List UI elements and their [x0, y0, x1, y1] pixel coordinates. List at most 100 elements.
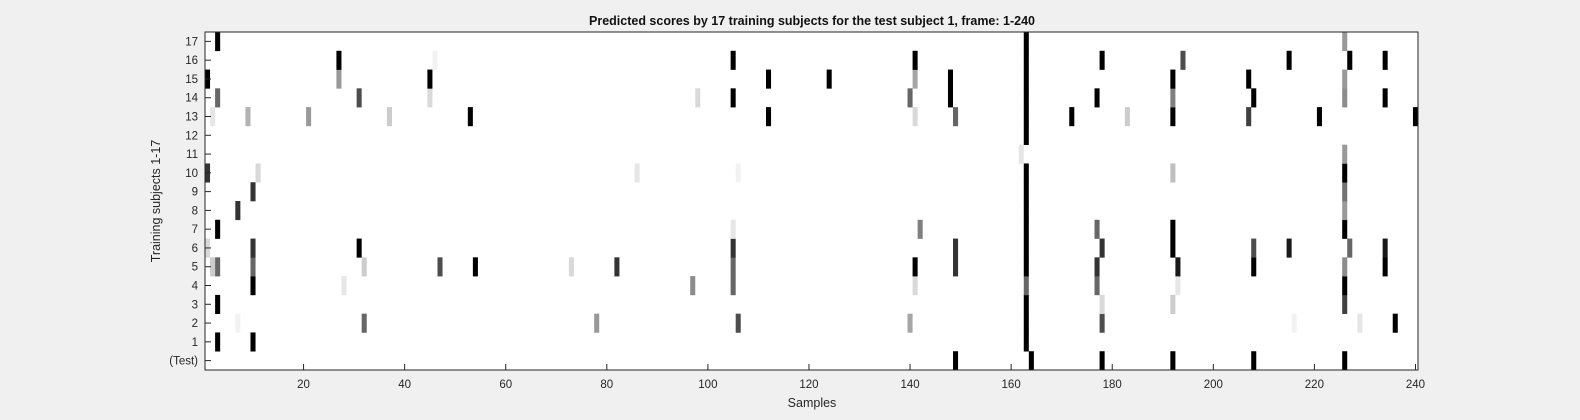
heatmap-cell — [427, 88, 433, 108]
heatmap-cell — [215, 219, 221, 239]
x-tick-label: 160 — [1002, 379, 1021, 391]
heatmap-cell — [917, 219, 923, 239]
heatmap-cell — [912, 107, 918, 127]
heatmap-cell — [1170, 163, 1176, 183]
heatmap-cell — [1094, 219, 1100, 239]
heatmap-cell — [1342, 219, 1348, 239]
heatmap-cell — [1170, 351, 1176, 371]
heatmap-cell — [1170, 107, 1176, 127]
heatmap-cell — [356, 238, 362, 258]
heatmap-cell — [912, 257, 918, 277]
heatmap-cell — [1382, 238, 1388, 258]
heatmap-cell — [1023, 219, 1029, 239]
heatmap-cell — [1286, 238, 1292, 258]
heatmap-cell — [730, 88, 736, 108]
heatmap-cell — [215, 88, 221, 108]
heatmap-cell — [907, 313, 913, 333]
y-tick-label: 5 — [192, 262, 198, 274]
heatmap-cell — [1099, 50, 1105, 70]
heatmap-cell — [255, 163, 261, 183]
heatmap-cell — [735, 163, 741, 183]
heatmap-cell — [953, 257, 959, 277]
heatmap-cell — [1382, 50, 1388, 70]
heatmap-cell — [1342, 163, 1348, 183]
heatmap-cell — [1023, 107, 1029, 127]
x-tick-label: 40 — [398, 379, 411, 391]
heatmap-cells — [205, 32, 1418, 371]
heatmap-cell — [1099, 313, 1105, 333]
heatmap-cell — [1023, 238, 1029, 258]
heatmap-cell — [1382, 88, 1388, 108]
x-tick-label: 220 — [1305, 379, 1324, 391]
heatmap-cell — [1023, 257, 1029, 277]
heatmap-cell — [1342, 144, 1348, 164]
heatmap-cell — [215, 257, 221, 277]
x-tick-label: 120 — [799, 379, 818, 391]
y-tick-label: 11 — [186, 149, 198, 161]
heatmap-cell — [1028, 351, 1034, 371]
y-tick-label: 12 — [185, 130, 198, 142]
heatmap-cell — [210, 257, 216, 277]
heatmap-cell — [568, 257, 574, 277]
x-tick-label: 200 — [1204, 379, 1223, 391]
heatmap-cell — [766, 107, 772, 127]
heatmap-cell — [953, 238, 959, 258]
heatmap-cell — [1023, 163, 1029, 183]
heatmap-cell — [341, 276, 347, 296]
heatmap-cell — [1170, 69, 1176, 89]
heatmap-cell — [361, 313, 367, 333]
heatmap-cell — [1342, 88, 1348, 108]
heatmap-cell — [250, 276, 256, 296]
heatmap-cell — [235, 313, 241, 333]
x-axis-label: Samples — [788, 396, 837, 410]
heatmap-cell — [912, 50, 918, 70]
heatmap-cell — [336, 50, 342, 70]
heatmap-cell — [1023, 313, 1029, 333]
y-tick-label: 4 — [192, 281, 199, 293]
heatmap-cell — [215, 294, 221, 314]
heatmap-cell — [1342, 276, 1348, 296]
heatmap-cell — [614, 257, 620, 277]
heatmap-cell — [336, 69, 342, 89]
heatmap-cell — [467, 107, 473, 127]
y-tick-label: 15 — [185, 74, 198, 86]
heatmap-cell — [1099, 238, 1105, 258]
heatmap-cell — [1347, 50, 1353, 70]
heatmap-cell — [953, 351, 959, 371]
heatmap-cell — [1099, 351, 1105, 371]
y-tick-label: 13 — [185, 112, 198, 124]
x-tick-label: 180 — [1103, 379, 1122, 391]
x-tick-label: 20 — [297, 379, 310, 391]
heatmap-cell — [730, 276, 736, 296]
x-tick-label: 80 — [600, 379, 613, 391]
heatmap-cell — [1347, 238, 1353, 258]
heatmap-cell — [1392, 313, 1398, 333]
heatmap-cell — [250, 332, 256, 352]
heatmap-cell — [1357, 313, 1363, 333]
heatmap-cell — [1069, 107, 1075, 127]
heatmap-cell — [215, 32, 221, 52]
heatmap-cell — [1023, 69, 1029, 89]
y-tick-label: (Test) — [169, 356, 198, 368]
heatmap-cell — [1023, 276, 1029, 296]
heatmap-cell — [730, 50, 736, 70]
heatmap-cell — [1251, 88, 1257, 108]
heatmap-cell — [912, 69, 918, 89]
heatmap-cell — [1382, 257, 1388, 277]
heatmap-cell — [1094, 257, 1100, 277]
heatmap-cell — [594, 313, 600, 333]
heatmap-cell — [1023, 50, 1029, 70]
x-axis: 20 40 60 80 100 120 140 160 180 200 220 240 — [297, 364, 1425, 391]
heatmap-cell — [695, 88, 701, 108]
heatmap-cell — [1094, 88, 1100, 108]
heatmap-cell — [1342, 351, 1348, 371]
heatmap-cell — [1180, 50, 1186, 70]
heatmap-cell — [1246, 107, 1252, 127]
y-tick-label: 7 — [192, 224, 198, 236]
heatmap-cell — [1316, 107, 1322, 127]
heatmap-cell — [1170, 238, 1176, 258]
heatmap-cell — [690, 276, 696, 296]
heatmap-cell — [1124, 107, 1130, 127]
